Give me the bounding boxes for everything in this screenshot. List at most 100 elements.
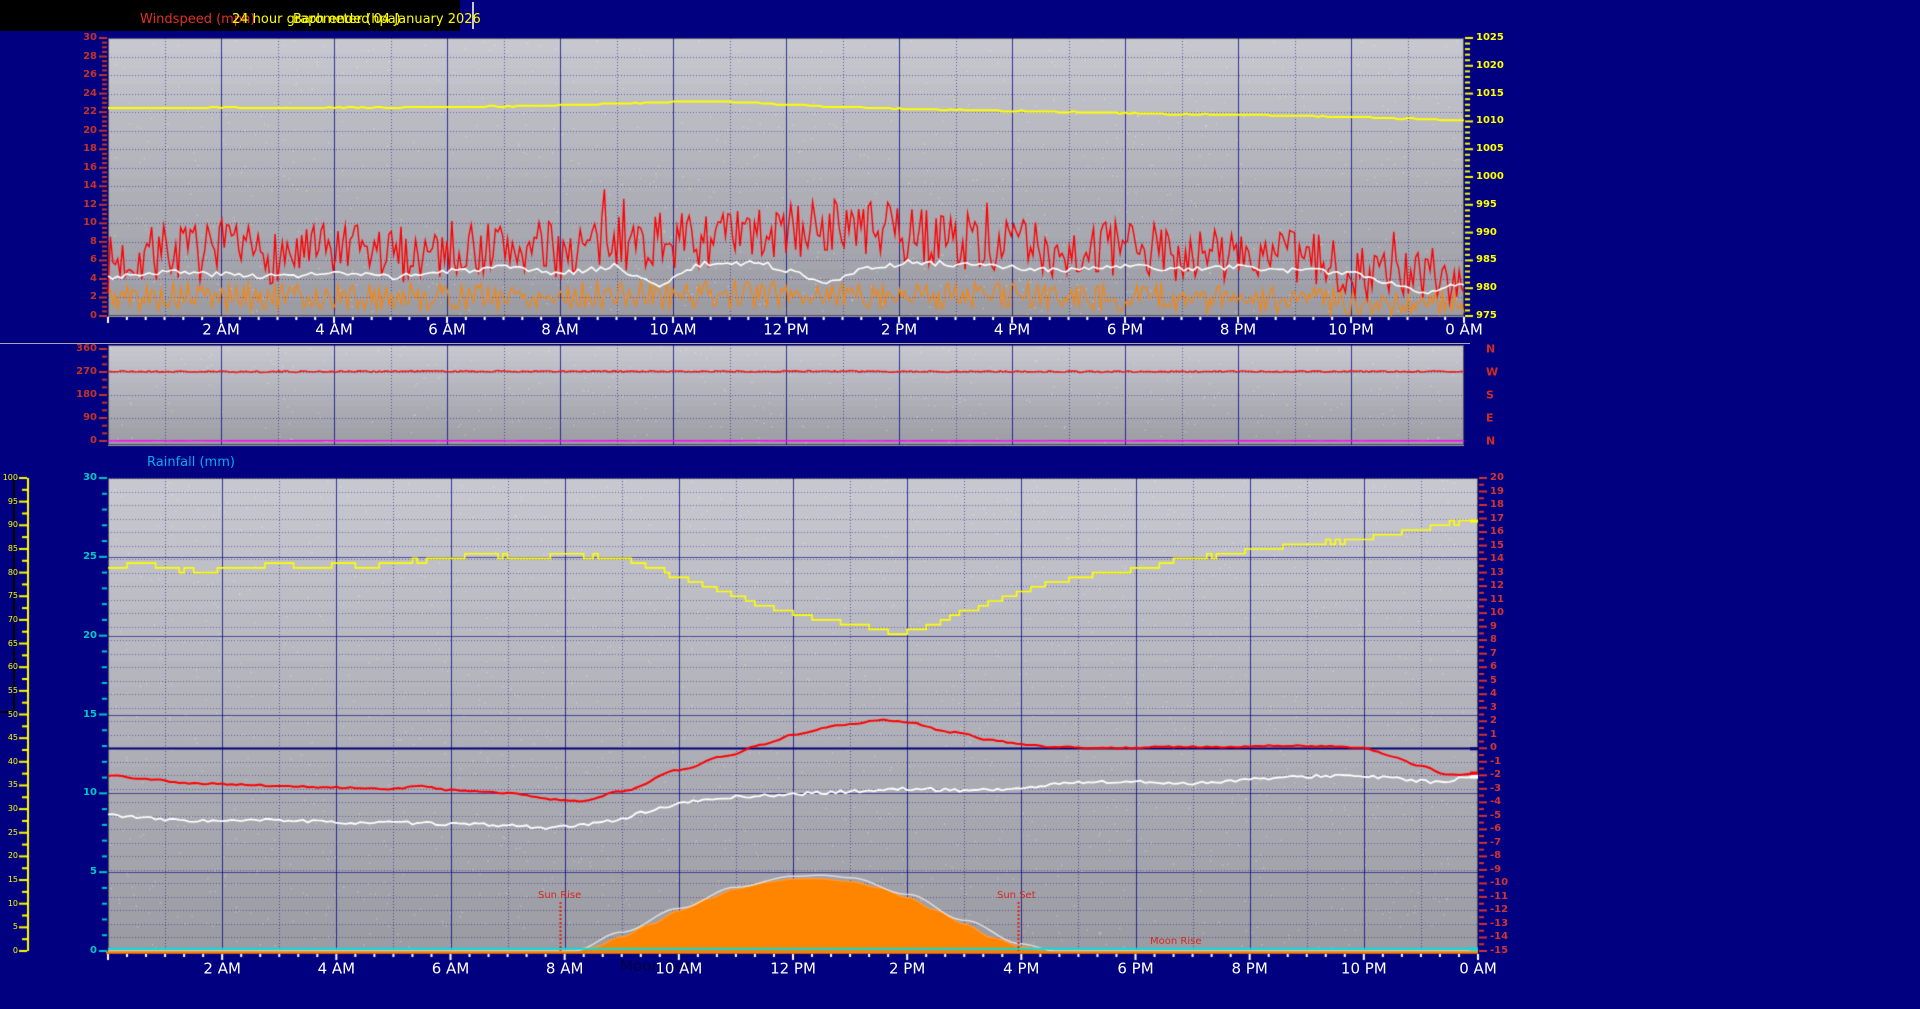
barometer-tick-label: 1005 — [1476, 143, 1504, 155]
windspeed-tick-label: 4 — [90, 272, 97, 284]
temperature-tick-label: 8 — [1490, 634, 1497, 646]
temperature-tick-label: 9 — [1490, 620, 1497, 632]
temperature-tick-label: 17 — [1490, 512, 1504, 524]
windspeed-tick-label: 26 — [83, 69, 97, 81]
temperature-tick-label: -14 — [1490, 931, 1509, 943]
background-window-border — [0, 711, 15, 713]
rainfall-axis-title: Rainfall (mm) — [147, 455, 235, 470]
temperature-tick-label: 10 — [1490, 607, 1504, 619]
temperature-tick-label: -6 — [1490, 823, 1502, 835]
windspeed-tick-label: 18 — [83, 143, 97, 155]
barometer-tick-label: 995 — [1476, 198, 1497, 210]
compass-label: N — [1486, 342, 1496, 356]
windspeed-tick-label: 16 — [83, 161, 97, 173]
temperature-tick-label: 2 — [1490, 715, 1497, 727]
temperature-tick-label: 7 — [1490, 647, 1497, 659]
time-axis-label: 0 AM — [1445, 320, 1483, 339]
windspeed-tick-label: 22 — [83, 106, 97, 118]
humidity-tick-label: 0 — [12, 946, 18, 955]
time-axis-label: 4 PM — [1003, 959, 1040, 978]
direction-tick-label: 180 — [76, 389, 97, 400]
compass-label: W — [1486, 365, 1499, 379]
temperature-tick-label: 15 — [1490, 539, 1504, 551]
temperature-tick-label: -13 — [1490, 917, 1509, 929]
humidity-tick-label: 50 — [7, 709, 18, 719]
humidity-tick-label: 15 — [7, 875, 18, 885]
direction-tick-label: 90 — [83, 412, 97, 423]
barometer-tick-label: 1010 — [1476, 115, 1504, 127]
time-axis-label: 8 AM — [545, 959, 584, 978]
windspeed-tick-label: 10 — [83, 217, 97, 229]
time-axis-label: 10 PM — [1328, 320, 1374, 339]
time-axis-label: 6 AM — [428, 320, 466, 339]
windspeed-tick-label: 0 — [90, 310, 97, 321]
background-window-border — [13, 478, 15, 712]
barometer-axis-title: Barometer (hpa) — [293, 12, 401, 27]
temperature-tick-label: -5 — [1490, 809, 1502, 821]
time-axis-label: 4 AM — [317, 959, 356, 978]
time-axis-label: 8 PM — [1231, 959, 1268, 978]
humidity-tick-label: 80 — [7, 567, 18, 577]
compass-label: N — [1486, 434, 1496, 448]
temperature-tick-label: 20 — [1490, 472, 1504, 483]
barometer-tick-label: 985 — [1476, 254, 1497, 266]
barometer-tick-label: 990 — [1476, 226, 1497, 238]
temperature-tick-label: -8 — [1490, 850, 1502, 862]
section-divider — [0, 343, 1470, 344]
windspeed-tick-label: 28 — [83, 50, 97, 62]
titlebar-black-area — [0, 0, 460, 31]
time-axis-label: 8 PM — [1219, 320, 1257, 339]
rainfall-tick-label: 25 — [83, 550, 97, 562]
time-axis-label: 4 PM — [993, 320, 1031, 339]
temperature-tick-label: 11 — [1490, 593, 1504, 605]
humidity-tick-label: 25 — [7, 827, 18, 837]
temperature-tick-label: -2 — [1490, 769, 1502, 781]
temperature-tick-label: 12 — [1490, 580, 1504, 592]
temperature-tick-label: 13 — [1490, 566, 1504, 578]
humidity-tick-label: 20 — [7, 851, 18, 861]
temperature-tick-label: -7 — [1490, 836, 1502, 848]
windspeed-tick-label: 14 — [83, 180, 97, 192]
rainfall-tick-label: 20 — [83, 629, 97, 641]
windspeed-tick-label: 12 — [83, 198, 97, 210]
windspeed-tick-label: 24 — [83, 87, 97, 99]
rainfall-tick-label: 30 — [83, 472, 97, 483]
time-axis-label: 10 PM — [1340, 959, 1387, 978]
moon-rise-label: Moon Rise — [1150, 936, 1202, 947]
humidity-tick-label: 40 — [7, 756, 18, 766]
rainfall-tick-label: 15 — [83, 708, 97, 720]
temperature-tick-label: 0 — [1490, 742, 1497, 754]
time-axis-label: 6 AM — [431, 959, 470, 978]
humidity-tick-label: 85 — [7, 543, 18, 553]
time-axis-label: 10 AM — [649, 320, 697, 339]
temperature-tick-label: 1 — [1490, 728, 1497, 740]
direction-tick-label: 360 — [76, 343, 97, 354]
time-axis-label: 12 PM — [763, 320, 809, 339]
humidity-tick-label: 30 — [7, 804, 18, 814]
rainfall-tick-label: 10 — [83, 787, 97, 799]
humidity-tick-label: 35 — [7, 780, 18, 790]
humidity-tick-label: 60 — [7, 662, 18, 672]
barometer-tick-label: 980 — [1476, 282, 1497, 294]
humidity-tick-label: 95 — [7, 496, 18, 506]
windspeed-axis-title: Windspeed (mph) — [140, 12, 256, 27]
time-axis-label: 2 PM — [889, 959, 926, 978]
temperature-tick-label: 3 — [1490, 701, 1497, 713]
temperature-tick-label: -3 — [1490, 782, 1502, 794]
graph-title: 24 hour graph ended 04 January 2026 — [232, 12, 481, 27]
windspeed-tick-label: 6 — [90, 254, 97, 266]
barometer-tick-label: 1000 — [1476, 171, 1504, 182]
temperature-tick-label: 4 — [1490, 688, 1497, 700]
temperature-tick-label: -10 — [1490, 877, 1509, 889]
temperature-tick-label: 16 — [1490, 526, 1504, 538]
barometer-tick-label: 1020 — [1476, 59, 1504, 71]
humidity-tick-label: 55 — [7, 685, 18, 695]
time-axis-label: 12 PM — [770, 959, 816, 978]
barometer-tick-label: 1025 — [1476, 32, 1504, 43]
time-axis-label: 8 AM — [541, 320, 579, 339]
humidity-tick-label: 100 — [2, 473, 18, 482]
compass-label: E — [1486, 411, 1494, 425]
temperature-tick-label: -15 — [1490, 945, 1509, 956]
